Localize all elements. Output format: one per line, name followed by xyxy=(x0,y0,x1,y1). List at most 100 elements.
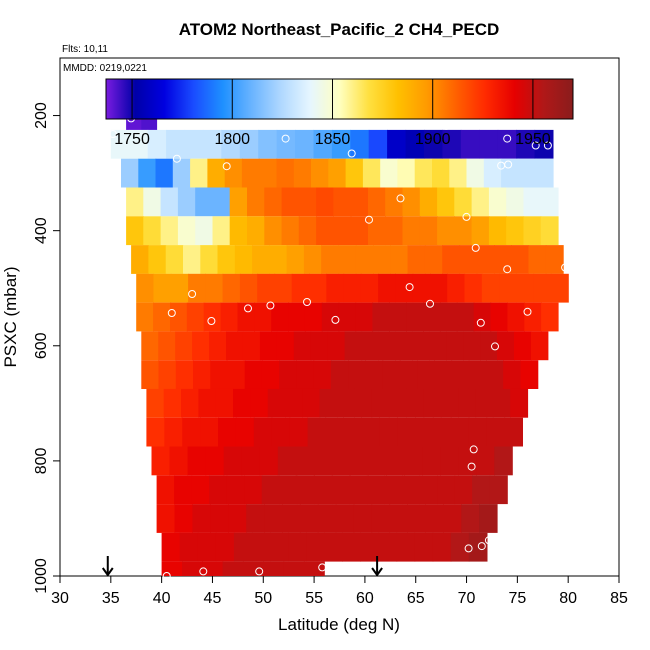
heatmap-cell xyxy=(263,561,285,576)
heatmap-cell xyxy=(192,504,211,533)
heatmap-cell xyxy=(164,417,183,447)
heatmap-cell xyxy=(160,216,179,246)
heatmap-cell xyxy=(296,475,315,505)
heatmap-cell xyxy=(349,446,369,476)
heatmap-cell xyxy=(276,331,295,361)
heatmap-cell xyxy=(385,216,404,246)
heatmap-cell xyxy=(516,129,536,159)
heatmap-cell xyxy=(466,158,485,188)
heatmap-cell xyxy=(195,216,214,246)
heatmap-cell xyxy=(414,158,433,188)
heatmap-cell xyxy=(402,187,421,217)
heatmap-cell xyxy=(378,532,398,562)
heatmap-cell xyxy=(310,331,329,361)
colorbar-tick-label: 1750 xyxy=(114,131,150,148)
heatmap-cell xyxy=(237,302,255,332)
heatmap-cell xyxy=(257,273,276,303)
heatmap-cell xyxy=(229,216,248,246)
heatmap-cell xyxy=(388,388,407,418)
x-tick-label: 50 xyxy=(254,590,272,607)
heatmap-cell xyxy=(261,360,280,389)
heatmap-cell xyxy=(188,273,206,303)
heatmap-cell xyxy=(141,360,160,389)
heatmap-cell xyxy=(242,331,261,361)
heatmap-cell xyxy=(226,331,244,361)
heatmap-cell xyxy=(372,302,390,332)
heatmap-cell xyxy=(447,273,466,303)
heatmap-cell xyxy=(460,129,480,159)
plot-frame xyxy=(59,57,620,577)
colorbar-tick-label: 1850 xyxy=(315,131,351,148)
heatmap-cell xyxy=(507,302,525,332)
heatmap-cell xyxy=(126,187,144,217)
heatmap-cell xyxy=(423,302,441,332)
heatmap-cell xyxy=(501,158,519,188)
heatmap-cell xyxy=(461,504,480,533)
x-tick-label: 55 xyxy=(305,590,323,607)
heatmap-cell xyxy=(161,561,183,576)
heatmap-cell xyxy=(424,245,443,274)
heatmap-cell xyxy=(276,129,296,159)
heatmap-cell xyxy=(274,273,293,303)
heatmap-cell xyxy=(449,158,468,188)
heatmap-cell xyxy=(153,302,171,332)
observation-point xyxy=(504,160,513,169)
heatmap-cell xyxy=(424,129,443,159)
heatmap-cell xyxy=(368,446,387,476)
heatmap-cell xyxy=(307,417,327,447)
observation-point xyxy=(347,149,356,158)
heatmap-cell xyxy=(289,417,309,447)
heatmap-cell xyxy=(267,388,286,418)
heatmap-cell xyxy=(212,187,231,217)
heatmap-cell xyxy=(281,187,300,217)
colorbar-ticks: 1750 1800 1850 1900 1950 xyxy=(114,79,551,148)
heatmap-cell xyxy=(479,129,499,159)
heatmap-cell xyxy=(271,302,289,332)
heatmap-cell xyxy=(442,245,461,274)
heatmap-cell xyxy=(169,446,189,476)
heatmap-cell xyxy=(202,561,224,576)
heatmap-cell xyxy=(476,245,495,274)
heatmap-cell xyxy=(158,360,177,389)
heatmap-cells xyxy=(110,101,569,576)
heatmap-cell xyxy=(503,360,521,389)
x-tick-label: 85 xyxy=(610,590,628,607)
observation-point xyxy=(167,309,176,317)
heatmap-cell xyxy=(126,216,144,246)
heatmap-cell xyxy=(192,331,210,361)
heatmap-cell xyxy=(350,129,370,159)
x-tick-label: 80 xyxy=(559,590,577,607)
heatmap-cell xyxy=(155,158,174,188)
heatmap-cell xyxy=(523,216,542,246)
heatmap-cell xyxy=(247,187,265,217)
observation-point xyxy=(531,141,540,150)
chart-title: ATOM2 Northeast_Pacific_2 CH4_PECD xyxy=(179,20,500,39)
heatmap-cell xyxy=(540,187,559,217)
heatmap-cell xyxy=(191,475,210,505)
heatmap-cell xyxy=(486,417,506,447)
heatmap-cell xyxy=(221,129,241,159)
observation-point xyxy=(188,290,197,298)
heatmap-cell xyxy=(541,302,559,332)
heatmap-cell xyxy=(156,475,175,505)
heatmap-cell xyxy=(368,129,388,159)
heatmap-cell xyxy=(207,158,226,188)
heatmap-cell xyxy=(402,216,421,246)
heatmap-cell xyxy=(384,475,403,505)
heatmap-cell xyxy=(397,158,416,188)
heatmap-cell xyxy=(406,302,424,332)
observation-point xyxy=(108,130,117,138)
heatmap-cell xyxy=(504,417,523,447)
flight-track-arrowhead xyxy=(371,567,383,577)
heatmap-cell xyxy=(379,417,398,447)
heatmap-cell xyxy=(175,360,194,389)
colorbar-tick-label: 1950 xyxy=(515,131,551,148)
heatmap-cell xyxy=(190,158,208,188)
heatmap-cell xyxy=(121,158,139,188)
heatmap-cell xyxy=(488,216,507,246)
heatmap-cell xyxy=(195,187,214,217)
heatmap-cell xyxy=(450,532,470,562)
heatmap-cell xyxy=(295,129,314,159)
heatmap-cell xyxy=(136,302,154,332)
